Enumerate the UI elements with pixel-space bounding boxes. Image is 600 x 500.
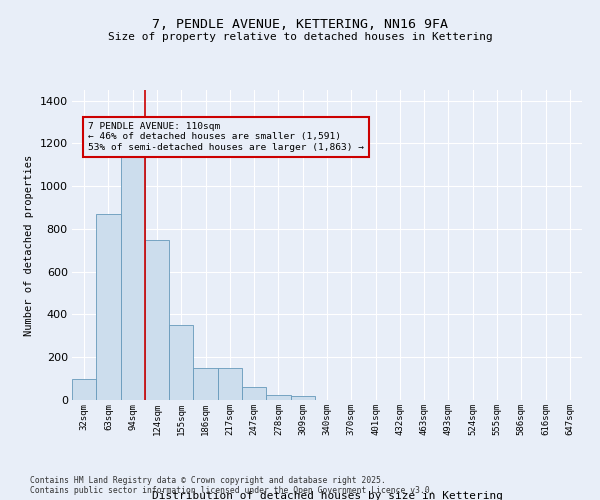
Bar: [266, 394, 290, 400]
Text: Contains HM Land Registry data © Crown copyright and database right 2025.
Contai: Contains HM Land Registry data © Crown c…: [30, 476, 434, 495]
Text: Size of property relative to detached houses in Kettering: Size of property relative to detached ho…: [107, 32, 493, 42]
Bar: [242, 387, 266, 400]
Bar: [121, 149, 145, 400]
Text: 7 PENDLE AVENUE: 110sqm
← 46% of detached houses are smaller (1,591)
53% of semi: 7 PENDLE AVENUE: 110sqm ← 46% of detache…: [88, 122, 364, 152]
Bar: [169, 325, 193, 400]
Bar: [145, 240, 169, 400]
Text: 7, PENDLE AVENUE, KETTERING, NN16 9FA: 7, PENDLE AVENUE, KETTERING, NN16 9FA: [152, 18, 448, 30]
Bar: [96, 214, 121, 400]
Bar: [218, 368, 242, 400]
Y-axis label: Number of detached properties: Number of detached properties: [24, 154, 34, 336]
Bar: [193, 368, 218, 400]
X-axis label: Distribution of detached houses by size in Kettering: Distribution of detached houses by size …: [151, 490, 503, 500]
Bar: [290, 396, 315, 400]
Bar: [72, 378, 96, 400]
